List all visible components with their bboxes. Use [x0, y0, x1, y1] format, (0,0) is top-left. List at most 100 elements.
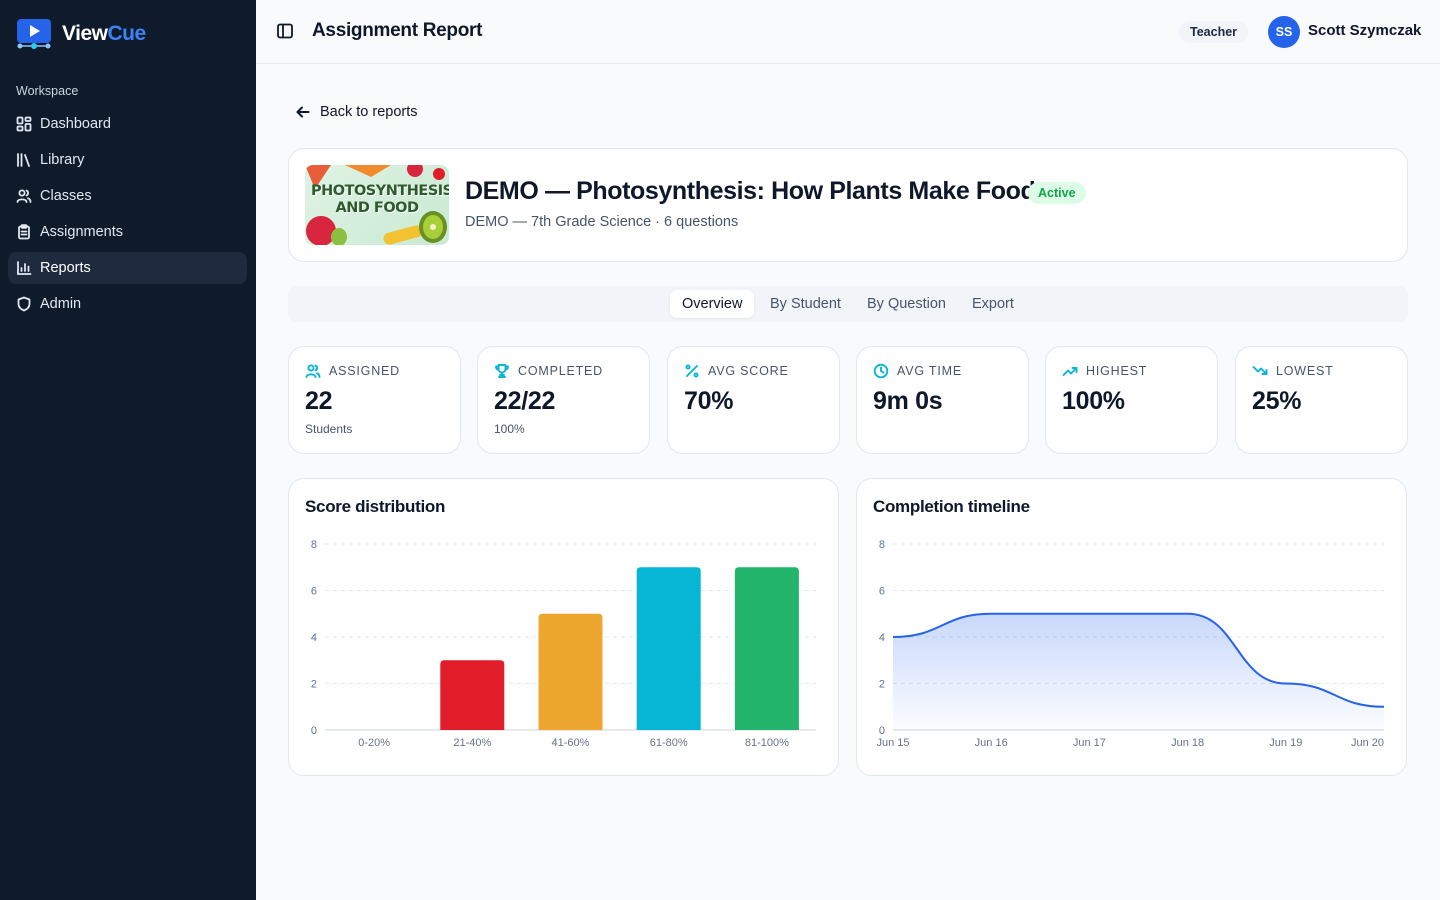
- bar-21-40%[interactable]: [440, 660, 505, 730]
- assignment-header-card: PHOTOSYNTHESIS AND FOOD DEMO — Photosynt…: [288, 148, 1408, 262]
- stat-sub: Students: [305, 422, 353, 436]
- arrow-left-icon: [296, 106, 310, 118]
- y-tick-label: 6: [879, 586, 885, 598]
- chart-title: Score distribution: [305, 497, 446, 516]
- sidebar-item-library[interactable]: Library: [8, 144, 247, 176]
- sidebar-item-reports[interactable]: Reports: [8, 252, 247, 284]
- stat-sub: 100%: [494, 422, 525, 436]
- x-tick-label: 81-100%: [745, 737, 789, 749]
- stat-value: 22: [305, 387, 333, 415]
- x-tick-label: 0-20%: [358, 737, 390, 749]
- stat-label: AVG SCORE: [684, 363, 789, 379]
- completion-timeline-card: 0 2 4 6 8 Jun 15 Jun 16 Jun 17 Jun 18 Jun 19 Jun 2…: [856, 478, 1407, 776]
- user-name[interactable]: Scott Szymczak: [1308, 22, 1422, 39]
- x-tick-label: 61-80%: [650, 737, 688, 749]
- stat-card-avg-score: AVG SCORE 70%: [667, 346, 840, 454]
- page-title: Assignment Report: [312, 20, 483, 41]
- x-tick-label: Jun 20: [1351, 737, 1384, 749]
- report-tabs: Overview By Student By Question Export: [288, 286, 1408, 322]
- tab-by-question[interactable]: By Question: [867, 296, 946, 312]
- stat-label: AVG TIME: [873, 363, 962, 379]
- clipboard-icon: [18, 224, 30, 240]
- avatar[interactable]: SS: [1268, 16, 1300, 48]
- stat-card-highest: HIGHEST 100%: [1045, 346, 1218, 454]
- back-link-label: Back to reports: [320, 104, 418, 120]
- sidebar-toggle-button[interactable]: [276, 22, 296, 42]
- sidebar-nav: Dashboard Library Classes Assignments Re…: [8, 108, 247, 324]
- stat-label-text: LOWEST: [1276, 364, 1334, 378]
- library-icon: [17, 153, 30, 167]
- stat-value: 25%: [1252, 387, 1302, 415]
- tab-export[interactable]: Export: [972, 296, 1014, 312]
- users-icon: [305, 364, 321, 378]
- stat-card-lowest: LOWEST 25%: [1235, 346, 1408, 454]
- stat-label-text: AVG TIME: [897, 364, 962, 378]
- sidebar-item-label: Assignments: [40, 224, 124, 240]
- panel-left-icon: [277, 23, 293, 39]
- area-fill: [893, 613, 1384, 730]
- bar-41-60%[interactable]: [538, 613, 603, 730]
- completion-timeline-chart: 0 2 4 6 8 Jun 15 Jun 16 Jun 17 Jun 18 Jun 19 Jun 2…: [876, 539, 1385, 749]
- x-tick-label: Jun 16: [975, 737, 1008, 749]
- stat-label: ASSIGNED: [305, 363, 400, 379]
- stat-label-text: AVG SCORE: [708, 364, 789, 378]
- tab-overview[interactable]: Overview: [670, 290, 755, 318]
- stat-label-text: COMPLETED: [518, 364, 603, 378]
- sidebar-item-admin[interactable]: Admin: [8, 288, 247, 320]
- bar-61-80%[interactable]: [636, 567, 701, 730]
- y-tick-label: 4: [879, 632, 885, 644]
- y-tick-label: 0: [879, 725, 885, 737]
- sidebar-item-dashboard[interactable]: Dashboard: [8, 108, 247, 140]
- stat-label-text: ASSIGNED: [329, 364, 400, 378]
- brand[interactable]: ViewCue: [16, 18, 146, 50]
- completion-line[interactable]: [892, 612, 1385, 708]
- y-tick-label: 2: [879, 679, 885, 691]
- sidebar-item-label: Library: [40, 152, 85, 168]
- dashboard-icon: [16, 116, 32, 132]
- clock-icon: [873, 363, 889, 379]
- stat-label: LOWEST: [1252, 363, 1334, 379]
- x-tick-label: 21-40%: [453, 737, 491, 749]
- x-tick-label: Jun 19: [1269, 737, 1302, 749]
- x-tick-label: Jun 18: [1171, 737, 1204, 749]
- sidebar-item-label: Admin: [40, 296, 82, 312]
- score-distribution-chart: 0 2 4 6 8 0-20% 21-40% 41-60% 61-80% 81-100%: [311, 539, 816, 749]
- stat-card-assigned: ASSIGNED 22 Students: [288, 346, 461, 454]
- trophy-icon: [495, 364, 509, 378]
- sidebar-item-label: Reports: [40, 260, 91, 276]
- y-tick-label: 6: [311, 586, 317, 598]
- chart-title: Completion timeline: [873, 497, 1030, 516]
- stat-card-avg-time: AVG TIME 9m 0s: [856, 346, 1029, 454]
- back-to-reports-link[interactable]: Back to reports: [296, 104, 418, 120]
- y-tick-label: 2: [311, 679, 317, 691]
- x-tick-label: Jun 15: [876, 737, 909, 749]
- sidebar: ViewCue Workspace Dashboard Library Clas…: [0, 0, 256, 900]
- stat-label-text: HIGHEST: [1086, 364, 1148, 378]
- stat-label: COMPLETED: [494, 363, 603, 379]
- y-tick-label: 8: [879, 539, 885, 551]
- top-header: Assignment Report Teacher SS Scott Szymc…: [256, 0, 1440, 64]
- percent-icon: [685, 364, 699, 378]
- trending-up-icon: [1062, 367, 1078, 376]
- sidebar-item-assignments[interactable]: Assignments: [8, 216, 247, 248]
- tab-by-student[interactable]: By Student: [770, 296, 841, 312]
- stat-value: 22/22: [494, 387, 556, 415]
- y-tick-label: 8: [311, 539, 317, 551]
- sidebar-item-classes[interactable]: Classes: [8, 180, 247, 212]
- assignment-subtitle: DEMO — 7th Grade Science · 6 questions: [465, 214, 739, 230]
- bar-chart-icon: [17, 261, 32, 275]
- brand-name: ViewCue: [62, 22, 146, 45]
- stat-value: 100%: [1062, 387, 1125, 415]
- thumbnail-title: PHOTOSYNTHESIS AND FOOD: [311, 183, 449, 216]
- bar-81-100%[interactable]: [734, 567, 799, 730]
- stat-label: HIGHEST: [1062, 363, 1147, 379]
- stat-card-completed: COMPLETED 22/22 100%: [477, 346, 650, 454]
- assignment-thumbnail: PHOTOSYNTHESIS AND FOOD: [305, 165, 449, 245]
- x-tick-label: 41-60%: [552, 737, 590, 749]
- assignment-title: DEMO — Photosynthesis: How Plants Make F…: [465, 177, 1036, 205]
- shield-icon: [17, 296, 31, 312]
- stat-value: 70%: [684, 387, 734, 415]
- workspace-section-label: Workspace: [16, 84, 79, 98]
- x-tick-label: Jun 17: [1073, 737, 1106, 749]
- role-badge: Teacher: [1179, 21, 1249, 43]
